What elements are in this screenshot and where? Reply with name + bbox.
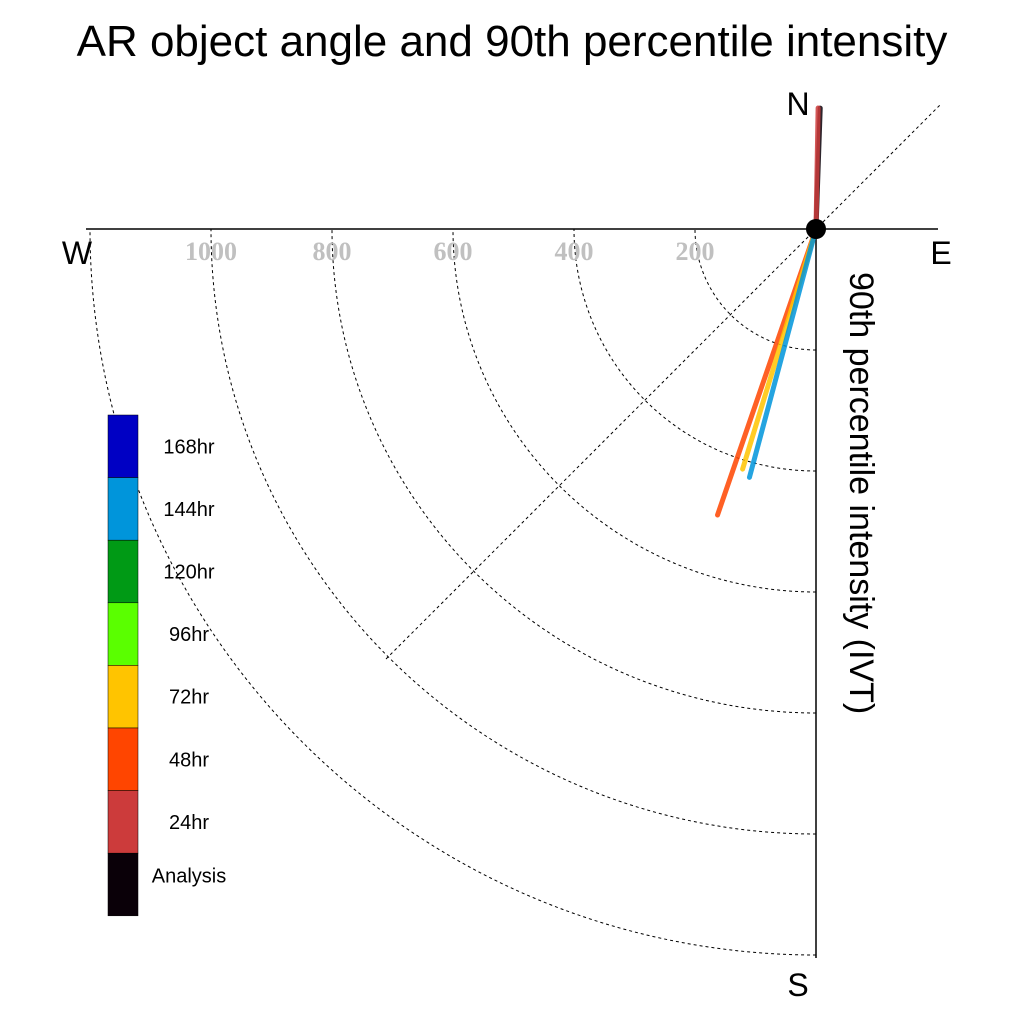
legend-label: 168hr: [163, 436, 214, 458]
radial-tick-label: 800: [313, 237, 352, 266]
compass-east: E: [930, 235, 951, 271]
compass-south: S: [787, 967, 808, 1003]
diagonal-guide: [385, 104, 941, 660]
compass-north: N: [786, 86, 809, 122]
compass-west: W: [62, 235, 93, 271]
legend-swatch: [107, 414, 139, 478]
vector-144hr: [746, 226, 819, 480]
radial-ring: [331, 228, 817, 714]
radial-tick-label: 200: [676, 237, 715, 266]
legend-label: 144hr: [163, 499, 214, 521]
legend-swatch: [107, 477, 139, 541]
radial-ring: [89, 228, 817, 956]
legend-label: 72hr: [169, 687, 209, 709]
legend-label: 96hr: [169, 624, 209, 646]
legend-swatch: [107, 602, 139, 666]
radial-ring: [694, 228, 817, 351]
legend-swatch: [107, 665, 139, 729]
origin-marker: [806, 219, 826, 239]
series-vectors: [715, 105, 823, 518]
radial-tick-label: 1000: [185, 237, 237, 266]
legend-label: 120hr: [163, 562, 214, 584]
legend-label: 48hr: [169, 749, 209, 771]
legend-swatch: [107, 852, 139, 917]
radial-ring: [210, 228, 817, 835]
radial-axis-title: 90th percentile intensity (IVT): [842, 272, 880, 714]
radial-ring: [573, 228, 817, 472]
legend-swatch: [107, 539, 139, 604]
polar-grid: [89, 228, 817, 956]
legend-label: 24hr: [169, 812, 209, 834]
radial-tick-label: 600: [434, 237, 473, 266]
chart-title: AR object angle and 90th percentile inte…: [77, 17, 948, 66]
radial-tick-labels: 200 400 600 800 1000: [185, 237, 715, 266]
legend-swatch: [107, 727, 139, 791]
legend-label: Analysis: [152, 866, 226, 888]
legend: 168hr 144hr 120hr 96hr 72hr 48hr 24hr Analysis: [107, 414, 226, 917]
radial-ring: [452, 228, 817, 593]
vector-24hr: [813, 105, 821, 232]
radial-tick-label: 400: [555, 237, 594, 266]
legend-swatch: [107, 790, 139, 854]
